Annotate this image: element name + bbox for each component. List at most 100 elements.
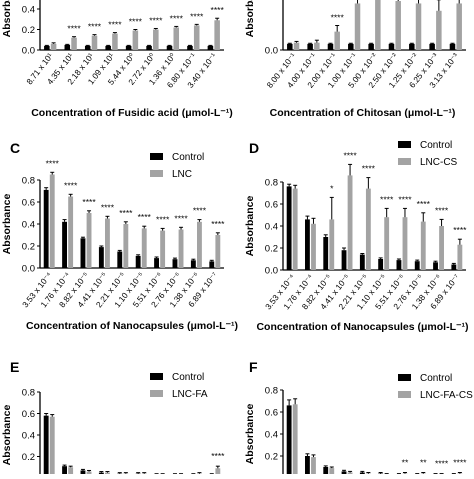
control-bar (323, 467, 328, 474)
treatment-bar (142, 228, 147, 268)
panel-label: C (10, 140, 20, 156)
legend-label: LNC (172, 169, 192, 180)
y-tick-label: 0.0 (265, 266, 278, 277)
significance-marker: **** (211, 5, 225, 15)
control-bar (429, 44, 435, 50)
legend-swatch (398, 141, 411, 148)
treatment-bar (375, 0, 381, 50)
treatment-bar (153, 30, 159, 51)
treatment-bar (395, 1, 401, 50)
significance-marker: **** (193, 206, 207, 216)
significance-marker: **** (88, 22, 102, 32)
treatment-bar (87, 213, 92, 268)
significance-marker: **** (46, 158, 60, 168)
significance-marker: **** (67, 24, 81, 34)
legend-swatch (150, 170, 163, 177)
treatment-bar (436, 11, 442, 50)
control-bar (433, 262, 438, 270)
significance-marker: **** (331, 13, 345, 23)
treatment-bar (92, 36, 98, 50)
treatment-bar (50, 417, 55, 474)
legend-swatch (398, 158, 411, 165)
treatment-bar (215, 235, 220, 268)
y-axis-label: Absorbance (244, 0, 256, 37)
legend-label: LNC-CS (420, 157, 458, 168)
control-bar (44, 190, 49, 268)
significance-marker: **** (380, 194, 394, 204)
treatment-bar (366, 189, 371, 270)
significance-marker: **** (453, 225, 467, 235)
treatment-bar (355, 3, 361, 50)
y-axis-label: Absorbance (244, 404, 256, 465)
y-tick-label: 0.6 (22, 198, 35, 209)
significance-marker: **** (398, 194, 412, 204)
x-axis-label: Concentration of Fusidic acid (μmol-L⁻¹) (31, 107, 233, 119)
legend-label: LNC-FA (172, 389, 208, 400)
legend-swatch (150, 153, 163, 160)
y-tick-label: 0.4 (22, 5, 35, 16)
y-tick-label: 0.8 (22, 176, 35, 187)
significance-marker: **** (343, 150, 357, 160)
significance-marker: **** (417, 199, 431, 209)
control-bar (208, 46, 214, 50)
treatment-bar (294, 43, 300, 50)
control-bar (409, 44, 415, 50)
y-axis-label: Absorbance (1, 194, 13, 255)
control-bar (305, 219, 310, 270)
treatment-bar (456, 3, 462, 50)
control-bar (117, 252, 122, 269)
control-bar (323, 237, 328, 270)
significance-marker: **** (64, 180, 78, 190)
y-tick-label: 0.4 (265, 222, 278, 233)
y-tick-label: 0.6 (265, 200, 278, 211)
treatment-bar (71, 38, 77, 50)
y-tick-label: 0.8 (265, 178, 278, 189)
control-bar (81, 470, 86, 474)
significance-marker: **** (82, 197, 96, 207)
control-bar (389, 44, 395, 50)
y-tick-label: 0.6 (265, 408, 278, 419)
y-axis-label: Absorbance (1, 405, 13, 466)
control-bar (378, 259, 383, 270)
treatment-bar (197, 222, 202, 268)
y-tick-label: 0.0 (22, 46, 35, 57)
treatment-bar (403, 217, 408, 270)
control-bar (187, 46, 193, 50)
y-tick-label: 0.6 (22, 409, 35, 420)
significance-marker: **** (138, 212, 152, 222)
significance-marker: **** (211, 219, 225, 229)
treatment-bar (68, 467, 73, 474)
y-tick-label: 0.8 (22, 388, 35, 399)
legend-swatch (398, 374, 411, 381)
panel-label: E (10, 359, 19, 375)
legend-swatch (150, 373, 163, 380)
significance-marker: * (330, 183, 334, 193)
control-bar (348, 44, 354, 50)
control-bar (62, 222, 67, 268)
significance-marker: **** (101, 202, 115, 212)
treatment-bar (68, 197, 73, 269)
treatment-bar (293, 189, 298, 270)
control-bar (287, 186, 292, 270)
control-bar (397, 260, 402, 270)
significance-marker: **** (435, 459, 449, 469)
treatment-bar (421, 222, 426, 270)
treatment-bar (194, 25, 200, 50)
control-bar (173, 259, 178, 268)
control-bar (65, 45, 71, 50)
control-bar (450, 44, 456, 50)
control-bar (85, 46, 91, 50)
significance-marker: ** (402, 458, 409, 468)
x-axis-label: Concentration of Nanocapsules (μmol-L⁻¹) (26, 320, 238, 332)
control-bar (99, 247, 104, 268)
treatment-bar (311, 224, 316, 270)
significance-marker: **** (149, 15, 163, 25)
treatment-bar (179, 230, 184, 269)
y-axis-label: Absorbance (1, 0, 13, 37)
y-tick-label: 0.2 (22, 242, 35, 253)
legend-label: Control (420, 140, 452, 151)
treatment-bar (105, 219, 110, 269)
control-bar (342, 250, 347, 270)
y-tick-label: 0.2 (22, 452, 35, 463)
